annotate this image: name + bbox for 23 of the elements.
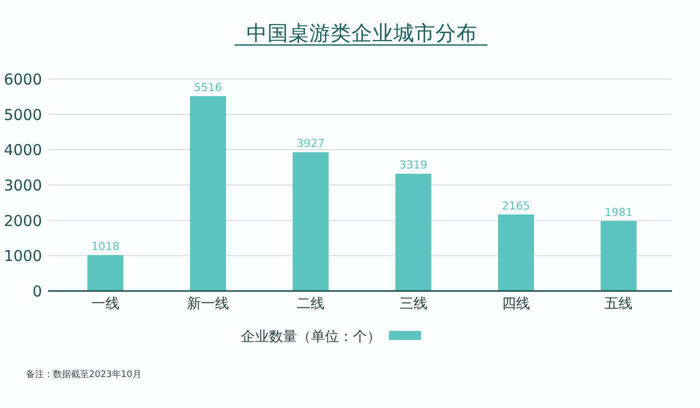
data-label: 1981	[604, 206, 633, 219]
legend-label: 企业数量（单位：个）	[241, 329, 381, 345]
x-tick-label: 三线	[399, 296, 428, 312]
x-tick-label: 一线	[91, 296, 120, 312]
legend: 企业数量（单位：个）	[241, 329, 421, 345]
x-tick-label: 四线	[502, 296, 530, 312]
y-tick-label: 5000	[4, 106, 42, 124]
x-tick-label: 五线	[604, 296, 633, 312]
data-label: 3927	[296, 137, 325, 150]
x-tick-label: 二线	[296, 296, 325, 312]
y-tick-label: 4000	[4, 141, 42, 160]
x-tick-label: 新一线	[187, 296, 229, 312]
data-label: 1018	[91, 240, 120, 254]
y-tick-label: 3000	[4, 176, 42, 194]
y-tick-label: 2000	[4, 212, 42, 230]
data-label: 3319	[399, 158, 428, 172]
y-tick-label: 1000	[4, 247, 42, 266]
title: 中国桌游类企业城市分布	[246, 21, 478, 45]
data-label: 2165	[502, 200, 530, 212]
data-label: 5516	[194, 81, 222, 94]
annotations: 备注：数据截至2023年10月	[26, 370, 142, 380]
y-tick-label: 6000	[4, 70, 42, 88]
y-tick-label: 0	[32, 282, 42, 300]
